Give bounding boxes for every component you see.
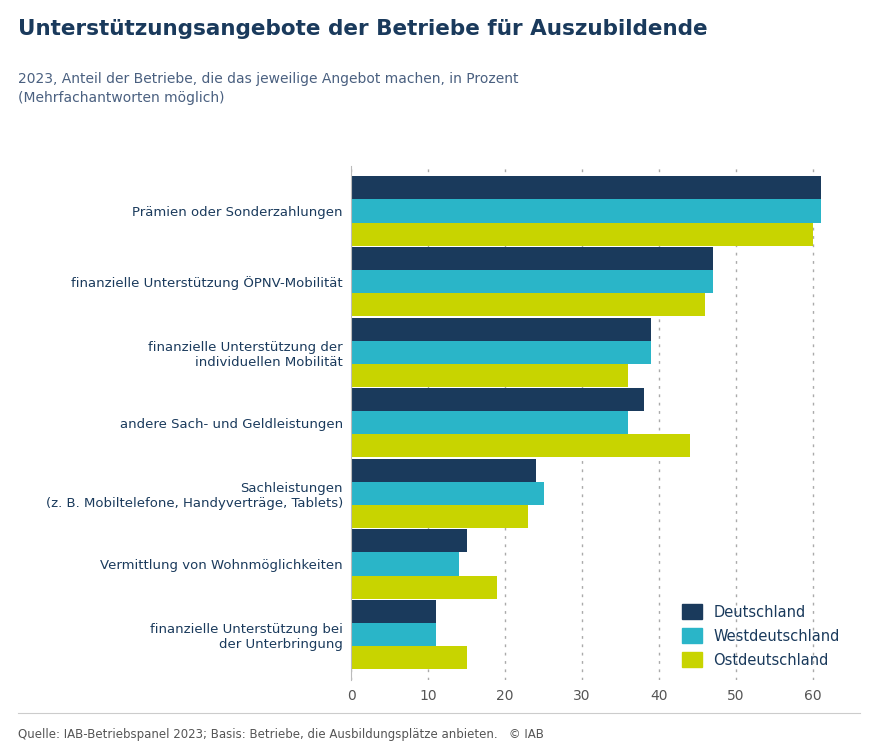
Bar: [351, 575, 497, 599]
Bar: [351, 529, 467, 553]
Text: Unterstützungsangebote der Betriebe für Auszubildende: Unterstützungsangebote der Betriebe für …: [18, 19, 706, 39]
Bar: [351, 364, 628, 387]
Bar: [351, 459, 535, 482]
Bar: [351, 199, 820, 223]
Bar: [351, 247, 712, 270]
Bar: [351, 318, 651, 341]
Bar: [351, 270, 712, 293]
Text: Quelle: IAB-Betriebspanel 2023; Basis: Betriebe, die Ausbildungsplätze anbieten.: Quelle: IAB-Betriebspanel 2023; Basis: B…: [18, 729, 543, 741]
Bar: [351, 434, 689, 458]
Text: 2023, Anteil der Betriebe, die das jeweilige Angebot machen, in Prozent
(Mehrfac: 2023, Anteil der Betriebe, die das jewei…: [18, 72, 517, 105]
Bar: [351, 341, 651, 364]
Bar: [351, 553, 459, 575]
Bar: [351, 388, 643, 411]
Bar: [351, 223, 812, 245]
Bar: [351, 177, 820, 199]
Legend: Deutschland, Westdeutschland, Ostdeutschland: Deutschland, Westdeutschland, Ostdeutsch…: [676, 599, 844, 672]
Bar: [351, 623, 435, 646]
Bar: [351, 646, 467, 669]
Bar: [351, 600, 435, 623]
Bar: [351, 293, 704, 316]
Bar: [351, 505, 528, 528]
Bar: [351, 411, 628, 434]
Bar: [351, 482, 543, 505]
